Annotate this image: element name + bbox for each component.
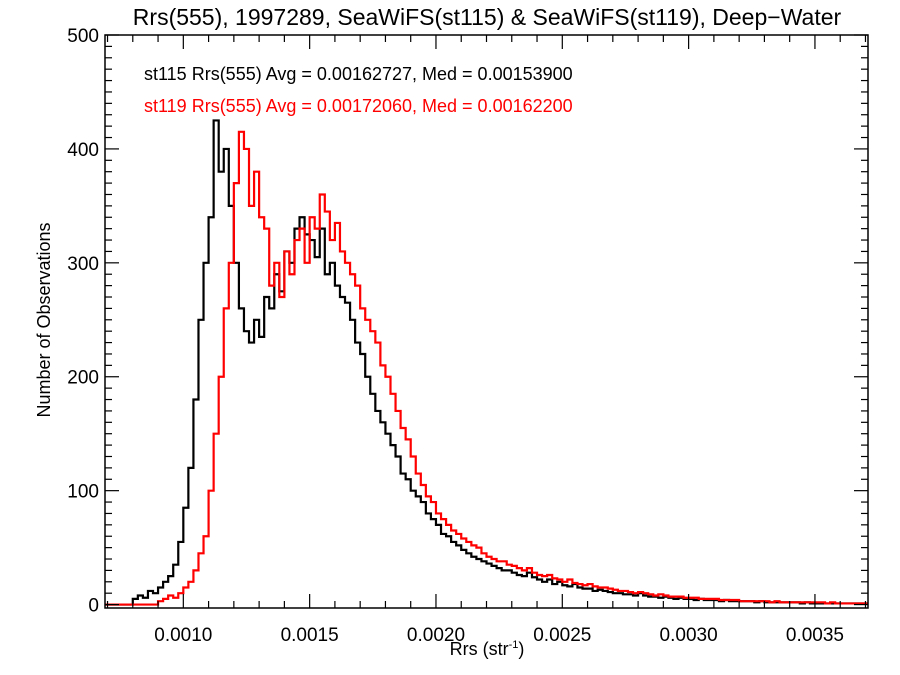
chart-title: Rrs(555), 1997289, SeaWiFS(st115) & SeaW… [133,4,842,30]
series-line-st119 [105,130,868,606]
x-tick-label: 0.0020 [407,625,465,646]
y-tick-label: 200 [67,368,99,389]
y-axis-label: Number of Observations [34,222,54,417]
tick-labels: 0.0010 0.0015 0.0020 0.0025 0.0030 0.0035 0 100… [67,26,844,646]
x-axis-label-close: ) [518,639,524,659]
x-tick-label: 0.0030 [660,625,718,646]
y-tick-label: 100 [67,482,99,503]
y-tick-label: 0 [88,596,99,617]
x-axis-label-sup: -1 [509,639,519,651]
x-tick-label: 0.0025 [533,625,591,646]
x-tick-label: 0.0035 [786,625,844,646]
y-tick-label: 400 [67,140,99,161]
legend-entry-st119: st119 Rrs(555) Avg = 0.00172060, Med = 0… [144,96,573,116]
axis-ticks [105,34,868,608]
series-line-st115 [105,119,868,606]
x-axis-label: Rrs (str-1) [450,639,525,659]
x-axis-label-text: Rrs (str [450,639,509,659]
y-tick-label: 500 [67,26,99,47]
x-tick-label: 0.0015 [281,625,339,646]
y-tick-label: 300 [67,254,99,275]
x-tick-label: 0.0010 [154,625,212,646]
legend-entry-st115: st115 Rrs(555) Avg = 0.00162727, Med = 0… [144,64,573,84]
series-layer [105,119,868,606]
